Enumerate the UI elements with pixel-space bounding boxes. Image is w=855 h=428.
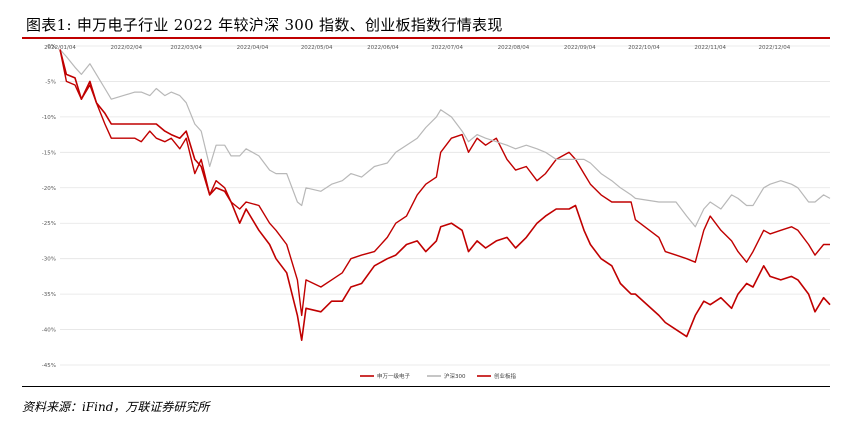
x-tick-label: 2022/01/04: [44, 45, 76, 51]
x-tick-label: 2022/11/04: [694, 45, 726, 51]
x-tick-label: 2022/09/04: [564, 45, 596, 51]
y-tick-label: -45%: [42, 363, 56, 369]
legend-label: 申万一级电子: [377, 372, 411, 380]
series-line-1: [59, 49, 830, 317]
series-line-3: [59, 49, 831, 342]
y-tick-label: -20%: [42, 186, 56, 192]
y-tick-label: -10%: [42, 115, 56, 121]
legend-label: 创业板指: [494, 372, 517, 380]
line-chart: 0% -5% -10% -15% -20% -25% -30% -35% -40% -45% 202…: [42, 44, 831, 380]
bottom-rule: [22, 386, 830, 387]
x-tick-label: 2022/06/04: [367, 45, 399, 51]
x-tick-label: 2022/03/04: [170, 45, 202, 51]
x-tick-label: 2022/07/04: [431, 45, 463, 51]
y-tick-label: -30%: [42, 257, 56, 263]
legend-label: 沪深300: [444, 372, 466, 380]
x-tick-label: 2022/12/04: [759, 45, 791, 51]
y-tick-label: -40%: [42, 328, 56, 334]
x-tick-label: 2022/10/04: [628, 45, 660, 51]
series-line-2: [59, 49, 831, 228]
figure-title-bar: 图表1: 申万电子行业 2022 年较沪深 300 指数、创业板指数行情表现: [22, 10, 830, 39]
y-tick-label: -15%: [42, 150, 56, 156]
y-tick-label: 0%: [47, 44, 56, 50]
source-note: 资料来源：iFind，万联证券研究所: [22, 400, 210, 414]
figure-title: 图表1: 申万电子行业 2022 年较沪深 300 指数、创业板指数行情表现: [26, 16, 503, 34]
y-tick-label: -5%: [45, 79, 56, 85]
x-tick-label: 2022/05/04: [301, 45, 333, 51]
y-tick-label: -35%: [42, 292, 56, 298]
x-tick-label: 2022/04/04: [237, 45, 269, 51]
chart-container: 0% -5% -10% -15% -20% -25% -30% -35% -40% -45% 202…: [22, 38, 837, 383]
y-tick-label: -25%: [42, 221, 56, 227]
x-tick-label: 2022/08/04: [498, 45, 530, 51]
x-tick-label: 2022/02/04: [110, 45, 142, 51]
